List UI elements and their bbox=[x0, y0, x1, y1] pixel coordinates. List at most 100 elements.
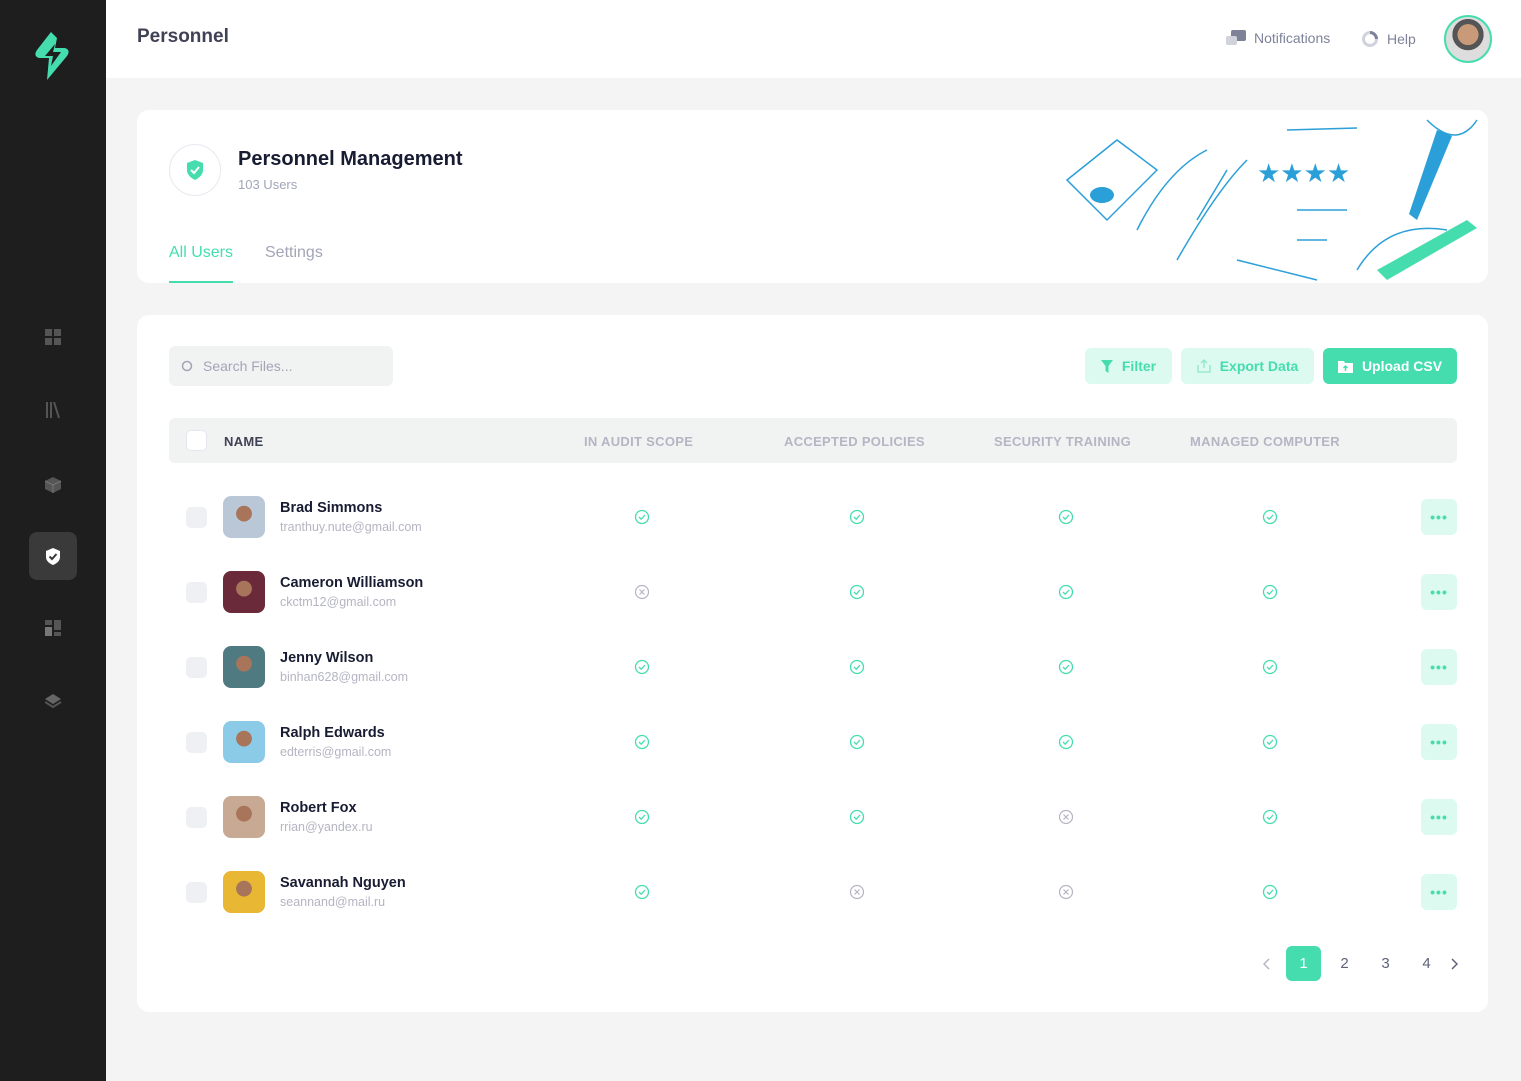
upload-label: Upload CSV bbox=[1361, 358, 1443, 374]
check-circle-icon bbox=[849, 734, 865, 750]
user-email: ckctm12@gmail.com bbox=[280, 595, 397, 609]
check-circle-icon bbox=[1262, 659, 1278, 675]
help-link[interactable]: Help bbox=[1361, 30, 1416, 48]
hero-title: Personnel Management bbox=[238, 148, 463, 170]
table-row: Jenny Wilson binhan628@gmail.com ••• bbox=[137, 646, 1488, 742]
table-row: Robert Fox rrian@yandex.ru ••• bbox=[137, 796, 1488, 892]
sidebar-item-library[interactable] bbox=[29, 386, 77, 434]
more-actions-button[interactable]: ••• bbox=[1421, 724, 1457, 760]
user-email: seannand@mail.ru bbox=[280, 895, 386, 909]
user-name[interactable]: Savannah Nguyen bbox=[280, 875, 406, 891]
chat-icon bbox=[1226, 30, 1246, 45]
filter-icon bbox=[1100, 359, 1113, 373]
x-circle-icon bbox=[1058, 884, 1074, 900]
check-circle-icon bbox=[1262, 509, 1278, 525]
more-actions-button[interactable]: ••• bbox=[1421, 499, 1457, 535]
column-managed-computer[interactable]: MANAGED COMPUTER bbox=[1190, 434, 1340, 449]
check-circle-icon bbox=[849, 509, 865, 525]
check-circle-icon bbox=[634, 509, 650, 525]
library-icon bbox=[45, 401, 60, 418]
chevron-right-icon bbox=[1450, 957, 1458, 970]
page-3-button[interactable]: 3 bbox=[1381, 955, 1390, 972]
folder-upload-icon bbox=[1337, 360, 1353, 373]
shield-icon bbox=[45, 547, 60, 565]
row-checkbox[interactable] bbox=[186, 657, 207, 678]
sidebar-item-shield[interactable] bbox=[29, 532, 77, 580]
user-name[interactable]: Robert Fox bbox=[280, 800, 357, 816]
column-audit-scope[interactable]: IN AUDIT SCOPE bbox=[584, 434, 694, 449]
logo-icon[interactable] bbox=[33, 30, 73, 82]
check-circle-icon bbox=[1058, 734, 1074, 750]
column-security-training[interactable]: SECURITY TRAINING bbox=[994, 434, 1132, 449]
column-name[interactable]: NAME bbox=[224, 434, 264, 449]
page-2-button[interactable]: 2 bbox=[1340, 955, 1349, 972]
select-all-checkbox[interactable] bbox=[186, 430, 207, 451]
upload-csv-button[interactable]: Upload CSV bbox=[1323, 348, 1457, 384]
user-name[interactable]: Brad Simmons bbox=[280, 500, 383, 516]
more-actions-button[interactable]: ••• bbox=[1421, 574, 1457, 610]
filter-label: Filter bbox=[1121, 358, 1157, 374]
export-icon bbox=[1197, 359, 1211, 373]
notifications-label: Notifications bbox=[1254, 30, 1331, 46]
check-circle-icon bbox=[849, 659, 865, 675]
hero-subtitle: 103 Users bbox=[238, 177, 298, 192]
check-circle-icon bbox=[1058, 584, 1074, 600]
help-icon bbox=[1362, 31, 1378, 47]
export-data-button[interactable]: Export Data bbox=[1181, 348, 1314, 384]
user-email: edterris@gmail.com bbox=[280, 745, 392, 759]
x-circle-icon bbox=[634, 584, 650, 600]
row-checkbox[interactable] bbox=[186, 882, 207, 903]
chevron-left-icon bbox=[1262, 957, 1270, 970]
export-label: Export Data bbox=[1219, 358, 1299, 374]
layers-icon bbox=[44, 693, 62, 708]
prev-page-button[interactable] bbox=[1249, 946, 1284, 981]
row-checkbox[interactable] bbox=[186, 732, 207, 753]
check-circle-icon bbox=[1262, 584, 1278, 600]
tab-all-users[interactable]: All Users bbox=[169, 244, 234, 283]
x-circle-icon bbox=[849, 884, 865, 900]
notifications-link[interactable]: Notifications bbox=[1226, 30, 1330, 46]
column-accepted-policies[interactable]: ACCEPTED POLICIES bbox=[784, 434, 925, 449]
row-checkbox[interactable] bbox=[186, 582, 207, 603]
shield-check-icon bbox=[187, 160, 203, 180]
check-circle-icon bbox=[1058, 659, 1074, 675]
avatar bbox=[223, 496, 265, 538]
sidebar-item-dashboard[interactable] bbox=[29, 313, 77, 361]
page-1-button[interactable]: 1 bbox=[1286, 946, 1321, 981]
user-avatar[interactable] bbox=[1444, 15, 1492, 63]
check-circle-icon bbox=[1058, 509, 1074, 525]
row-checkbox[interactable] bbox=[186, 507, 207, 528]
row-checkbox[interactable] bbox=[186, 807, 207, 828]
check-circle-icon bbox=[849, 584, 865, 600]
avatar bbox=[223, 796, 265, 838]
user-name[interactable]: Cameron Williamson bbox=[280, 575, 424, 591]
sidebar-item-cube[interactable] bbox=[29, 461, 77, 509]
check-circle-icon bbox=[634, 734, 650, 750]
more-actions-button[interactable]: ••• bbox=[1421, 649, 1457, 685]
avatar bbox=[223, 871, 265, 913]
sidebar-item-layout[interactable] bbox=[29, 604, 77, 652]
filter-button[interactable]: Filter bbox=[1085, 348, 1172, 384]
avatar bbox=[223, 571, 265, 613]
search-input[interactable]: Search Files... bbox=[169, 346, 393, 386]
sidebar bbox=[0, 0, 106, 1081]
tab-settings[interactable]: Settings bbox=[265, 244, 323, 261]
dashboard-icon bbox=[44, 328, 61, 345]
user-name[interactable]: Jenny Wilson bbox=[280, 650, 374, 666]
check-circle-icon bbox=[634, 884, 650, 900]
sidebar-item-layers[interactable] bbox=[29, 676, 77, 724]
table-row: Cameron Williamson ckctm12@gmail.com ••• bbox=[137, 571, 1488, 667]
avatar bbox=[223, 646, 265, 688]
next-page-button[interactable] bbox=[1436, 946, 1471, 981]
table-row: Ralph Edwards edterris@gmail.com ••• bbox=[137, 721, 1488, 817]
more-actions-button[interactable]: ••• bbox=[1421, 874, 1457, 910]
hero-card: Personnel Management 103 Users All Users… bbox=[137, 110, 1488, 283]
check-circle-icon bbox=[1262, 809, 1278, 825]
more-actions-button[interactable]: ••• bbox=[1421, 799, 1457, 835]
search-placeholder: Search Files... bbox=[203, 358, 293, 374]
check-circle-icon bbox=[634, 809, 650, 825]
user-name[interactable]: Ralph Edwards bbox=[280, 725, 385, 741]
page-4-button[interactable]: 4 bbox=[1422, 955, 1431, 972]
avatar bbox=[223, 721, 265, 763]
layout-icon bbox=[44, 619, 61, 636]
